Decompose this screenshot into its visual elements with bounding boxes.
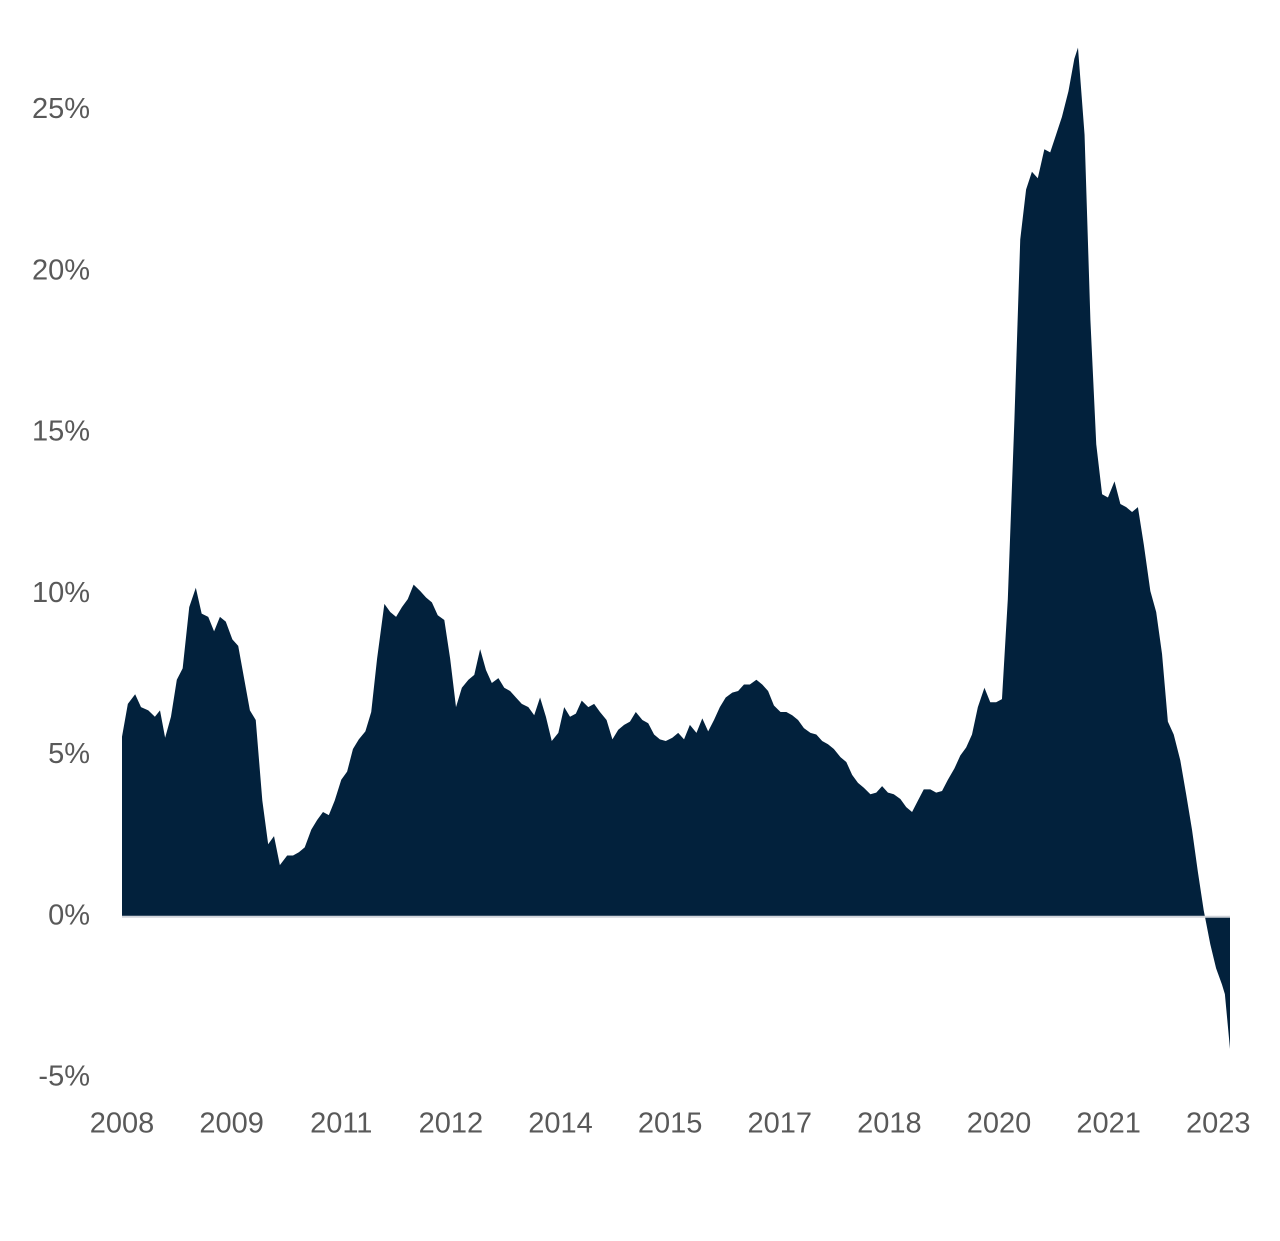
x-tick-label: 2009 (199, 1108, 264, 1140)
x-tick-label: 2012 (419, 1108, 484, 1140)
x-tick-label: 2018 (857, 1108, 922, 1140)
x-tick-label: 2008 (90, 1108, 155, 1140)
y-tick-label: 20% (32, 254, 90, 286)
y-tick-label: 25% (32, 93, 90, 125)
x-tick-label: 2020 (967, 1108, 1032, 1140)
x-tick-label: 2011 (310, 1108, 372, 1140)
y-tick-label: 0% (48, 899, 90, 931)
x-tick-label: 2014 (528, 1108, 593, 1140)
y-tick-label: -5% (38, 1061, 90, 1093)
x-tick-label: 2023 (1186, 1108, 1251, 1140)
y-tick-label: 15% (32, 416, 90, 448)
area (122, 47, 1230, 1049)
x-tick-label: 2021 (1076, 1108, 1141, 1140)
y-tick-label: 10% (32, 577, 90, 609)
x-tick-label: 2017 (748, 1108, 813, 1140)
y-tick-label: 5% (48, 738, 90, 770)
x-tick-label: 2015 (638, 1108, 703, 1140)
